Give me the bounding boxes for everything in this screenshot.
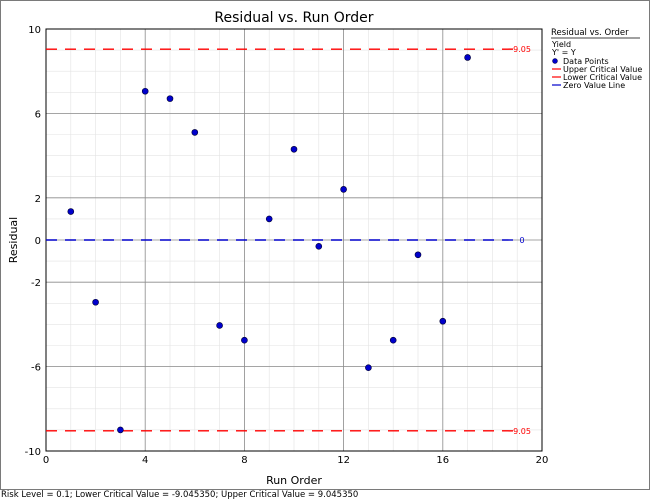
data-point: [439, 317, 447, 325]
legend-entry-zero: Zero Value Line: [563, 81, 625, 90]
data-point: [191, 129, 199, 136]
legend-data-points-marker: [552, 58, 558, 64]
footer-status: Risk Level = 0.1; Lower Critical Value =…: [1, 490, 359, 500]
legend-subtitle-1: Yield: [551, 40, 571, 49]
reference-label-0: 9.05: [513, 45, 531, 54]
data-point: [315, 243, 323, 250]
x-tick-label: 20: [536, 455, 549, 466]
data-point: [92, 298, 99, 306]
y-tick-label: 0: [35, 236, 41, 247]
x-axis-label: Run Order: [266, 474, 322, 487]
y-tick-label: -10: [25, 447, 41, 458]
data-point: [241, 336, 248, 344]
data-point: [166, 95, 174, 102]
data-point: [117, 426, 124, 434]
legend: Residual vs. Order Yield Y' = Y Data Poi…: [551, 28, 642, 90]
legend-entry-upper: Upper Critical Value: [563, 65, 642, 74]
reference-lines: 9.05 9.05 0: [46, 45, 531, 436]
y-tick-label: -2: [31, 278, 41, 289]
x-tick-label: 8: [241, 455, 247, 466]
y-axis-label: Residual: [7, 217, 20, 263]
residual-chart: Residual vs. Run Order 9.05 9.05 0 0 4 8 12 16…: [7, 10, 642, 487]
x-tick-label: 16: [436, 455, 449, 466]
data-point: [290, 145, 298, 153]
legend-entry-lower: Lower Critical Value: [563, 73, 642, 82]
data-point: [414, 251, 422, 259]
x-tick-label: 12: [337, 455, 350, 466]
data-point: [340, 186, 347, 193]
legend-title: Residual vs. Order: [551, 28, 629, 38]
x-tick-label: 4: [142, 455, 148, 466]
data-point: [365, 364, 372, 371]
reference-label-2: 0: [519, 236, 524, 245]
data-point: [265, 215, 273, 223]
chart-title: Residual vs. Run Order: [214, 10, 373, 26]
data-point: [141, 87, 149, 95]
reference-label-1: 9.05: [513, 427, 531, 436]
data-point: [389, 336, 397, 344]
x-tick-label: 0: [43, 455, 49, 466]
y-tick-label: 6: [35, 109, 41, 120]
x-tick-labels: 0 4 8 12 16 20: [43, 455, 549, 466]
y-tick-label: -6: [31, 363, 41, 374]
data-point: [67, 208, 75, 215]
y-tick-labels: 10 6 2 0 -2 -6 -10: [25, 25, 41, 458]
data-points: [67, 54, 471, 434]
data-point: [464, 54, 471, 61]
data-point: [216, 322, 223, 329]
y-tick-label: 2: [35, 194, 41, 205]
y-tick-label: 10: [28, 25, 41, 36]
legend-entry-data-points: Data Points: [563, 57, 609, 66]
legend-subtitle-2: Y' = Y: [551, 48, 576, 57]
